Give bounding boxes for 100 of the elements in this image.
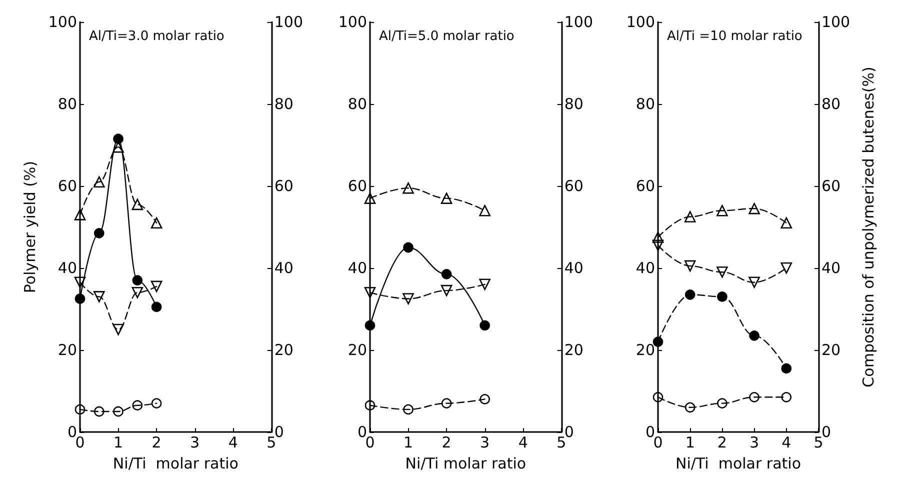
point: [94, 406, 104, 417]
point: [74, 276, 86, 288]
y2-axis-title: Composition of unpolymerized butenes(%): [860, 66, 878, 388]
point: [480, 394, 490, 404]
point: [479, 204, 490, 216]
point: [749, 392, 760, 402]
y2-tick-label: 40: [821, 259, 841, 277]
point: [151, 302, 162, 312]
y-tick-label: 20: [58, 341, 77, 359]
point: [749, 330, 760, 341]
point: [94, 228, 104, 238]
point: [441, 398, 452, 408]
point: [150, 217, 162, 229]
y2-tick-label: 80: [821, 95, 841, 113]
point: [403, 404, 414, 415]
y-tick-label: 40: [348, 259, 367, 277]
point: [132, 400, 143, 410]
y-tick-label: 60: [348, 177, 367, 195]
point: [780, 262, 792, 274]
point: [93, 291, 105, 302]
x-tick-label: 1: [114, 434, 124, 452]
y-tick-label: 80: [348, 95, 367, 113]
point: [684, 260, 696, 272]
point: [716, 266, 728, 278]
point: [402, 293, 414, 304]
x-axis-title: Ni/Ti molar ratio: [112, 454, 238, 472]
point: [150, 280, 162, 292]
point: [364, 192, 376, 204]
point: [748, 276, 760, 288]
y2-tick-label: 80: [274, 95, 294, 113]
y2-tick-label: 100: [564, 13, 594, 31]
y-tick-label: 40: [636, 259, 655, 277]
point: [684, 402, 696, 413]
point: [151, 398, 162, 408]
point: [74, 209, 86, 220]
point: [684, 290, 696, 300]
point: [717, 292, 728, 302]
y2-tick-label: 20: [274, 341, 294, 359]
x-tick-label: 2: [442, 434, 452, 452]
y-tick-label: 80: [58, 95, 77, 113]
point: [113, 134, 124, 144]
point: [132, 198, 144, 210]
annotation: Al/Ti=5.0 molar ratio: [379, 29, 514, 44]
point: [112, 324, 124, 336]
point: [480, 320, 490, 331]
y2-tick-label: 100: [274, 13, 304, 31]
point: [364, 400, 376, 410]
y-tick-label: 60: [58, 177, 77, 195]
x-axis-title: Ni/Ti molar ratio: [675, 454, 801, 472]
x-tick-label: 2: [717, 434, 727, 452]
point: [440, 284, 452, 296]
point: [132, 275, 143, 286]
x-tick-label: 3: [750, 434, 760, 452]
y2-tick-label: 20: [564, 341, 584, 359]
point: [74, 294, 86, 304]
point: [781, 363, 792, 374]
x-tick-label: 5: [266, 434, 276, 452]
point: [132, 286, 144, 298]
point: [364, 320, 376, 331]
annotation: Al/Ti=3.0 molar ratio: [89, 29, 224, 44]
x-axis-title: Ni/Ti molar ratio: [405, 454, 526, 472]
point: [113, 406, 124, 417]
point: [652, 392, 664, 402]
x-tick-label: 5: [814, 434, 824, 452]
point: [440, 192, 452, 204]
y2-tick-label: 60: [564, 177, 584, 195]
y2-tick-label: 60: [821, 177, 841, 195]
point: [717, 398, 728, 408]
point: [403, 242, 414, 253]
y-tick-label: 40: [58, 259, 77, 277]
y-tick-label: 100: [48, 13, 77, 31]
y2-tick-label: 80: [564, 95, 584, 113]
point: [652, 232, 664, 243]
point: [748, 202, 760, 214]
point: [716, 204, 728, 216]
point: [441, 269, 452, 280]
x-tick-label: 3: [190, 434, 200, 452]
x-tick-label: 4: [228, 434, 238, 452]
y-tick-label: 20: [348, 341, 367, 359]
x-tick-label: 4: [518, 434, 528, 452]
point: [780, 217, 792, 229]
point: [479, 278, 490, 290]
x-tick-label: 2: [152, 434, 162, 452]
y-tick-label: 60: [636, 177, 655, 195]
point: [781, 392, 792, 402]
point: [93, 176, 105, 188]
x-tick-label: 1: [685, 434, 695, 452]
point: [364, 286, 376, 298]
point: [74, 404, 86, 415]
y2-tick-label: 40: [274, 259, 294, 277]
y-tick-label: 100: [338, 13, 367, 31]
y2-tick-label: 100: [821, 13, 850, 31]
x-tick-label: 3: [480, 434, 490, 452]
point: [402, 182, 414, 194]
y2-tick-label: 60: [274, 177, 294, 195]
y-axis-title: Polymer yield (%): [20, 160, 39, 294]
x-tick-label: 4: [782, 434, 792, 452]
x-tick-label: 5: [556, 434, 566, 452]
point: [652, 336, 664, 347]
annotation: Al/Ti =10 molar ratio: [667, 29, 802, 44]
